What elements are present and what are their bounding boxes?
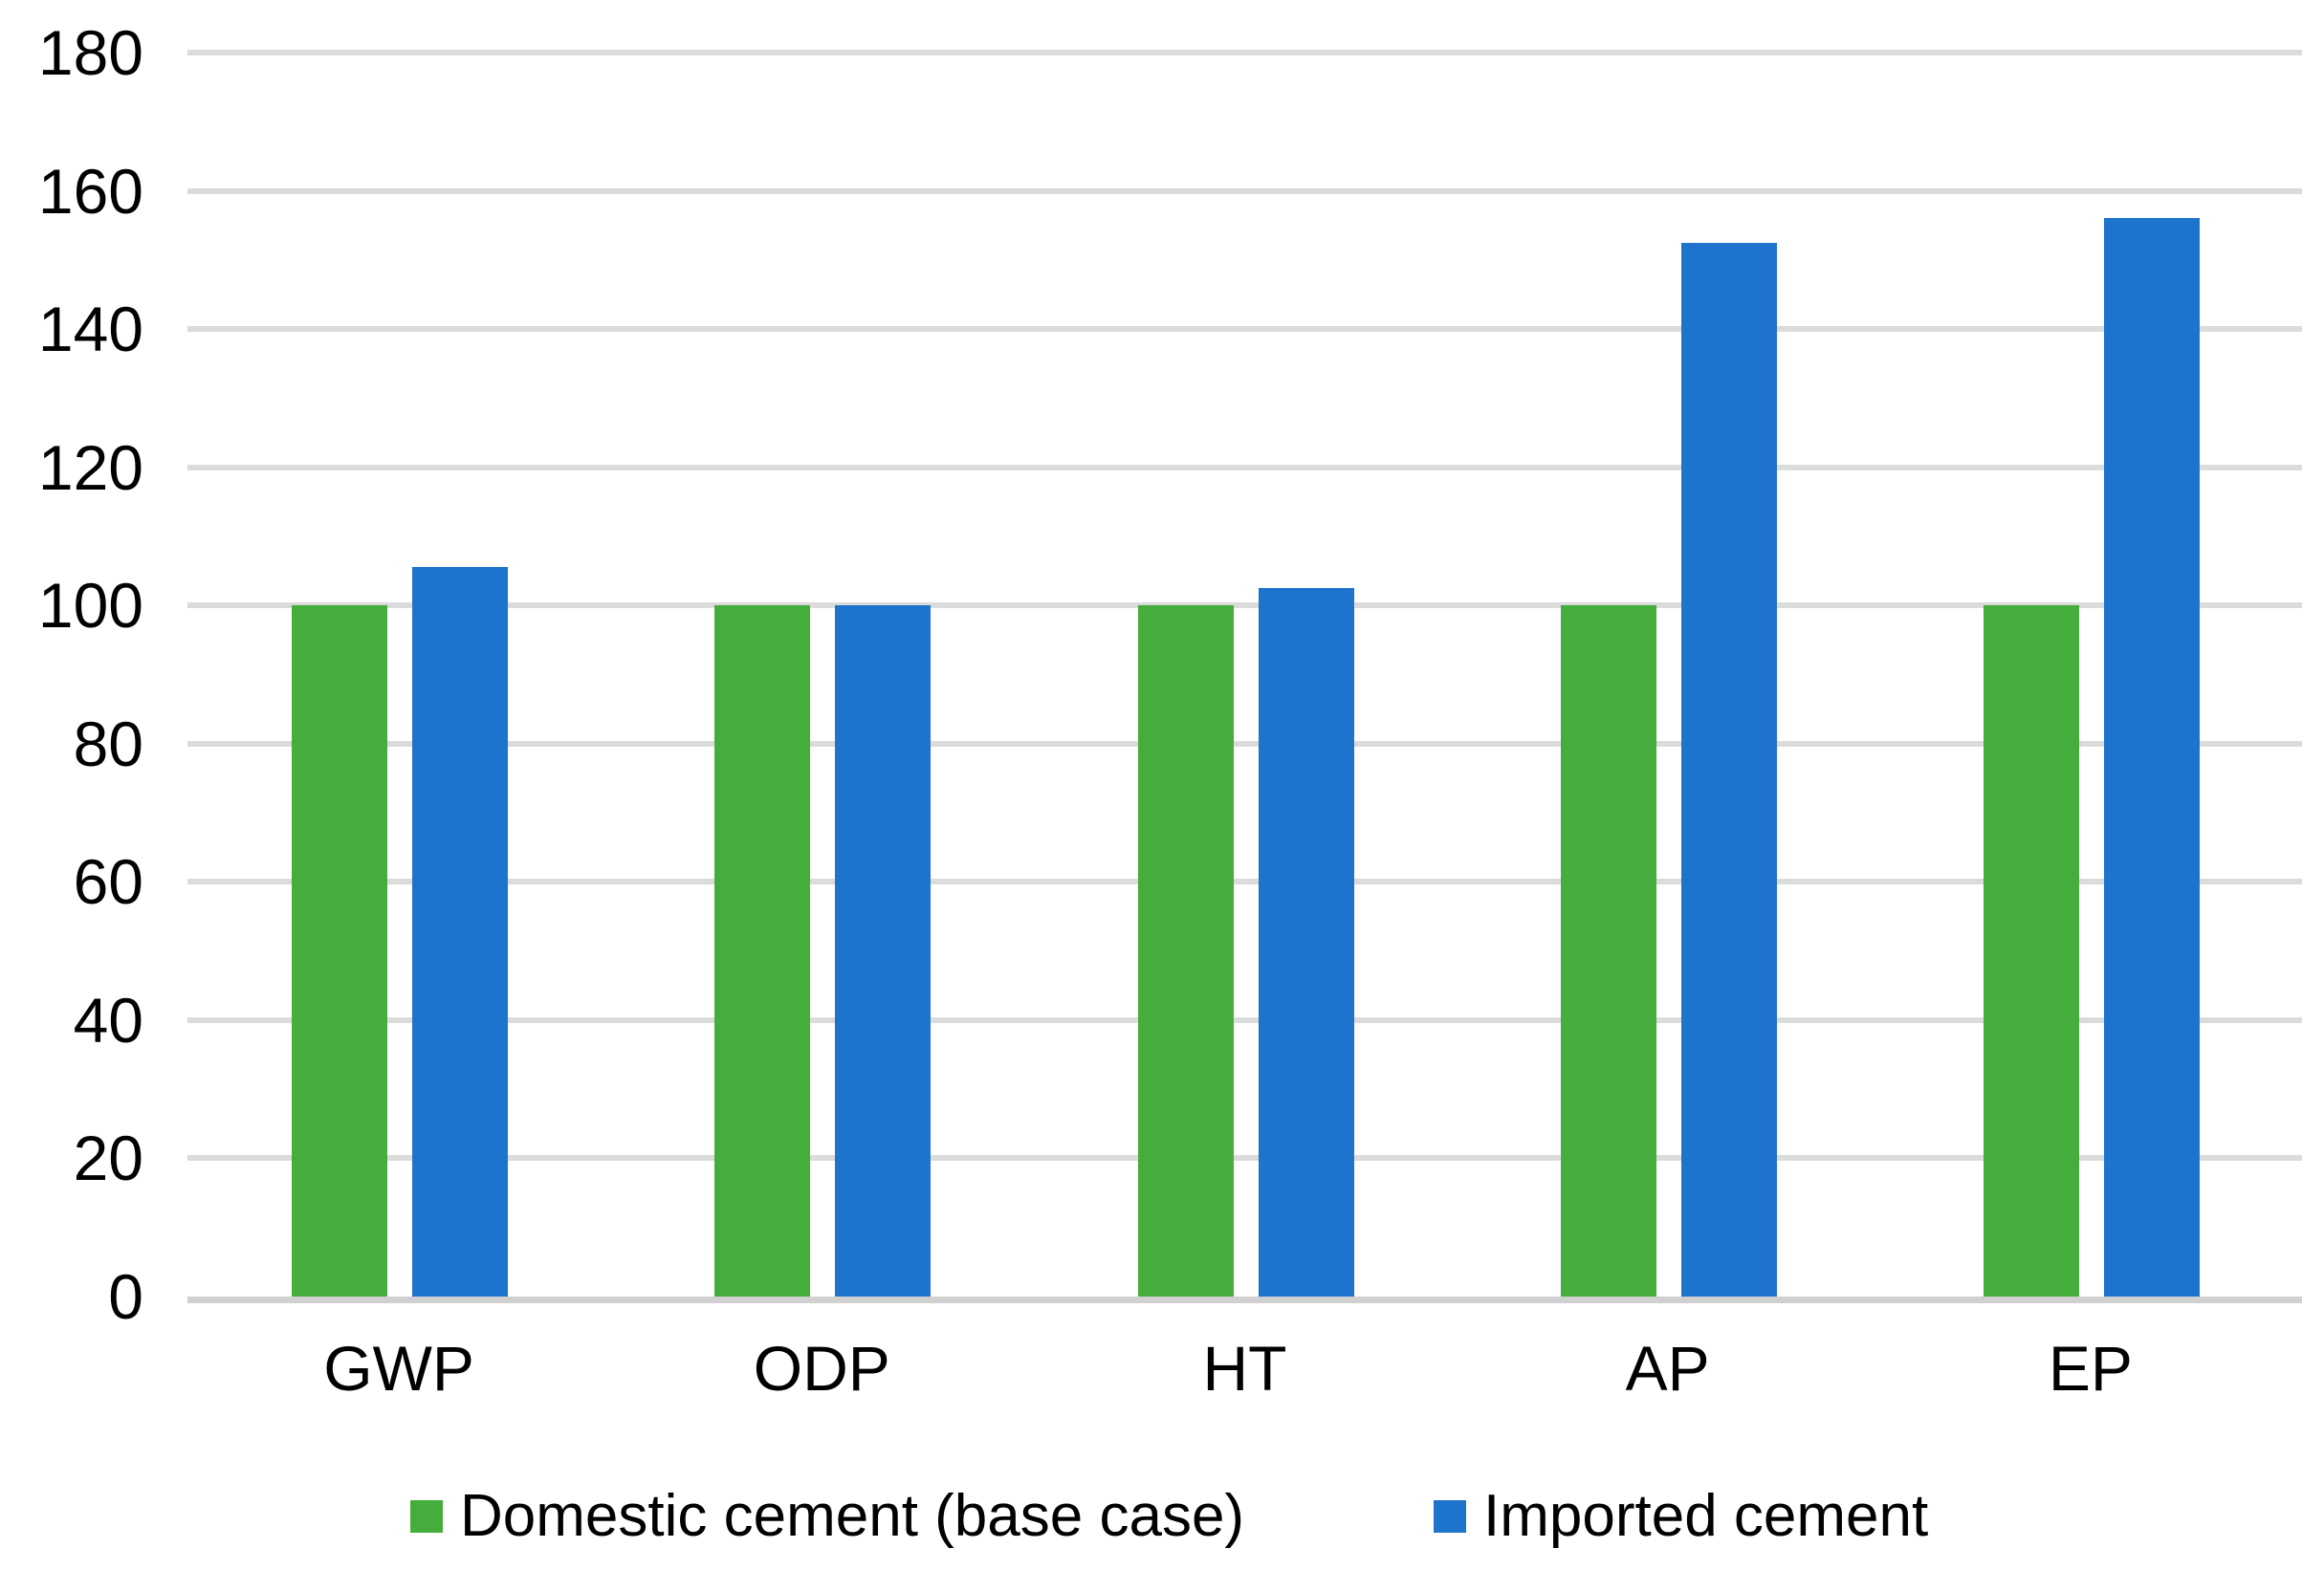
bar-ep-imported [2103, 218, 2200, 1297]
bar-ap-domestic [1560, 605, 1656, 1297]
legend-label-domestic: Domestic cement (base case) [460, 1483, 1245, 1549]
gridline-80 [187, 740, 2302, 747]
legend-swatch-domestic [410, 1500, 443, 1533]
gridline-40 [187, 1016, 2302, 1023]
gridline-20 [187, 1155, 2302, 1162]
bar-odp-imported [835, 605, 932, 1297]
bar-ep-domestic [1983, 605, 2079, 1297]
gridline-160 [187, 187, 2302, 194]
x-axis-labels: GWP ODP HT AP EP [187, 1337, 2302, 1413]
gridline-180 [187, 50, 2302, 55]
plot-area [187, 50, 2302, 1303]
gridline-140 [187, 326, 2302, 333]
y-axis-labels: 0 20 40 60 80 100 120 140 160 180 [0, 21, 143, 1328]
bar-ht-imported [1258, 588, 1354, 1297]
bar-gwp-domestic [292, 605, 388, 1297]
x-axis-label-ep: EP [2048, 1333, 2133, 1404]
bar-gwp-imported [412, 567, 509, 1297]
gridline-60 [187, 879, 2302, 885]
bar-ht-domestic [1137, 605, 1234, 1297]
x-axis-label-ap: AP [1625, 1333, 1710, 1404]
y-tick-label-160: 160 [37, 155, 143, 227]
legend-item-domestic: Domestic cement (base case) [410, 1480, 1244, 1553]
y-tick-label-80: 80 [73, 708, 143, 779]
y-tick-label-120: 120 [37, 431, 143, 503]
legend-swatch-imported [1434, 1500, 1466, 1533]
x-axis-label-odp: ODP [753, 1333, 890, 1404]
legend-item-imported: Imported cement [1434, 1480, 1928, 1553]
bar-ap-imported [1680, 242, 1777, 1297]
y-tick-label-0: 0 [108, 1261, 143, 1332]
x-axis-label-gwp: GWP [323, 1333, 474, 1404]
y-tick-label-40: 40 [73, 984, 143, 1056]
gridline-120 [187, 464, 2302, 470]
y-tick-label-20: 20 [73, 1123, 143, 1194]
bar-odp-domestic [714, 605, 811, 1297]
gridline-100 [187, 602, 2302, 609]
legend: Domestic cement (base case) Imported cem… [0, 1480, 2324, 1553]
y-tick-label-180: 180 [37, 17, 143, 88]
y-tick-label-140: 140 [37, 294, 143, 365]
y-tick-label-100: 100 [37, 570, 143, 642]
y-tick-label-60: 60 [73, 846, 143, 918]
x-axis-label-ht: HT [1202, 1333, 1287, 1404]
x-axis-line [187, 1297, 2302, 1303]
legend-label-imported: Imported cement [1483, 1483, 1929, 1549]
